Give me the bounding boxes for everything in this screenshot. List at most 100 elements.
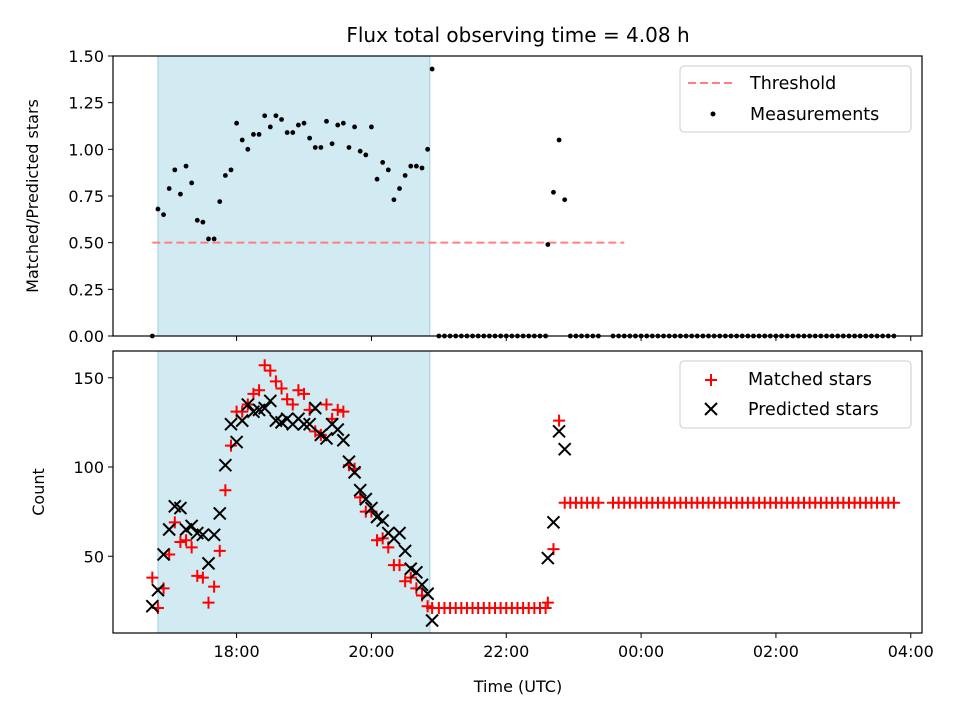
predicted-star-point bbox=[241, 397, 255, 412]
measurement-point bbox=[200, 219, 206, 225]
measurement-point bbox=[301, 120, 307, 126]
measurement-point bbox=[172, 167, 178, 173]
top-y-tick-label: 0.50 bbox=[68, 234, 104, 253]
measurement-point bbox=[329, 141, 335, 147]
matched-star-point bbox=[180, 534, 193, 547]
predicted-star-point bbox=[398, 544, 412, 558]
matched-star-point bbox=[253, 384, 266, 397]
legend-matched-swatch bbox=[705, 374, 717, 386]
measurement-point bbox=[408, 163, 414, 169]
predicted-star-point bbox=[353, 483, 367, 497]
measurement-point bbox=[391, 197, 397, 203]
predicted-star-point bbox=[541, 551, 555, 565]
bottom-x-tick-label: 20:00 bbox=[348, 642, 394, 661]
predicted-star-point bbox=[145, 599, 160, 613]
matched-star-point bbox=[219, 484, 232, 497]
top-x-ticks bbox=[236, 336, 912, 341]
legend-threshold-label: Threshold bbox=[749, 74, 836, 94]
matched-star-point bbox=[275, 382, 288, 395]
measurement-point bbox=[206, 236, 211, 242]
measurement-point bbox=[234, 120, 239, 126]
measurement-point bbox=[374, 176, 380, 182]
predicted-star-point bbox=[347, 465, 362, 480]
bottom-x-tick-label: 18:00 bbox=[214, 642, 260, 661]
predicted-star-point bbox=[235, 413, 249, 428]
measurement-point bbox=[312, 145, 318, 150]
matched-star-point bbox=[224, 439, 237, 452]
predicted-star-point bbox=[359, 492, 373, 506]
matched-star-point bbox=[258, 359, 271, 372]
measurement-point bbox=[239, 137, 245, 143]
predicted-star-point bbox=[409, 565, 424, 580]
matched-star-point bbox=[185, 541, 198, 554]
bottom-y-axis-label: Count bbox=[29, 468, 48, 516]
measurement-point bbox=[551, 189, 556, 195]
measurement-point bbox=[380, 160, 386, 165]
predicted-star-point bbox=[162, 522, 176, 537]
measurement-point bbox=[397, 186, 402, 191]
matched-star-point bbox=[541, 596, 554, 609]
legend-matched-label: Matched stars bbox=[748, 370, 872, 390]
predicted-star-point bbox=[213, 506, 227, 521]
measurement-point bbox=[273, 113, 279, 119]
matched-star-point bbox=[887, 496, 900, 509]
matched-star-point bbox=[264, 364, 277, 377]
top-y-tick-label: 1.25 bbox=[68, 94, 104, 113]
predicted-star-point bbox=[364, 501, 379, 515]
matched-star-point bbox=[168, 516, 181, 529]
top-panel: Flux total observing time = 4.08 h 0.000… bbox=[23, 23, 923, 346]
matched-star-point bbox=[371, 534, 384, 547]
measurement-point bbox=[363, 152, 369, 158]
bottom-y-tick-label: 50 bbox=[84, 547, 104, 566]
measurement-point bbox=[425, 146, 431, 152]
predicted-star-point bbox=[375, 513, 390, 528]
measurement-point bbox=[267, 124, 273, 130]
measurement-point bbox=[335, 122, 341, 128]
top-y-tick-label: 1.00 bbox=[68, 140, 104, 159]
bottom-data-marks bbox=[145, 359, 900, 628]
bottom-x-tick-label: 00:00 bbox=[618, 642, 664, 661]
predicted-star-point bbox=[546, 515, 561, 530]
measurement-point bbox=[340, 120, 346, 126]
legend-measurements-label: Measurements bbox=[750, 105, 879, 125]
measurement-point bbox=[194, 217, 200, 223]
top-y-tick-label: 0.75 bbox=[68, 187, 104, 206]
predicted-star-point bbox=[331, 422, 345, 437]
measurement-point bbox=[245, 146, 251, 152]
predicted-star-point bbox=[156, 547, 171, 562]
top-legend-box bbox=[679, 65, 912, 133]
top-y-tick-label: 1.50 bbox=[68, 47, 104, 66]
measurement-point bbox=[251, 132, 256, 137]
matched-star-point bbox=[320, 398, 333, 411]
matched-star-point bbox=[269, 375, 282, 388]
predicted-star-point bbox=[552, 424, 566, 439]
measurement-point bbox=[256, 132, 262, 137]
measurement-point bbox=[429, 66, 435, 72]
top-axes-frame bbox=[112, 55, 923, 337]
bottom-x-tick-label: 04:00 bbox=[888, 642, 934, 661]
legend-predicted-label: Predicted stars bbox=[748, 400, 879, 420]
top-y-ticks: 0.00 0.25 0.50 0.75 1.00 1.25 1.50 bbox=[68, 47, 113, 346]
matched-star-point bbox=[196, 571, 209, 584]
measurement-point bbox=[166, 186, 172, 191]
predicted-star-point bbox=[196, 528, 210, 542]
matched-star-point bbox=[208, 580, 221, 593]
measurement-point bbox=[402, 173, 408, 178]
measurement-point bbox=[222, 173, 228, 178]
predicted-star-point bbox=[308, 401, 322, 415]
matched-star-point bbox=[202, 596, 215, 609]
measurement-point bbox=[324, 118, 329, 124]
measurement-point bbox=[183, 163, 189, 169]
measurement-point bbox=[562, 197, 568, 203]
bottom-legend: Matched stars Predicted stars bbox=[679, 360, 912, 429]
matched-star-point bbox=[337, 405, 350, 418]
matched-star-point bbox=[331, 403, 344, 416]
predicted-star-point bbox=[319, 431, 334, 446]
measurement-point bbox=[318, 145, 324, 150]
bottom-y-tick-label: 100 bbox=[73, 458, 104, 477]
predicted-star-point bbox=[297, 417, 311, 431]
predicted-star-point bbox=[425, 613, 439, 628]
measurement-point bbox=[413, 163, 419, 169]
measurement-point bbox=[284, 130, 290, 135]
